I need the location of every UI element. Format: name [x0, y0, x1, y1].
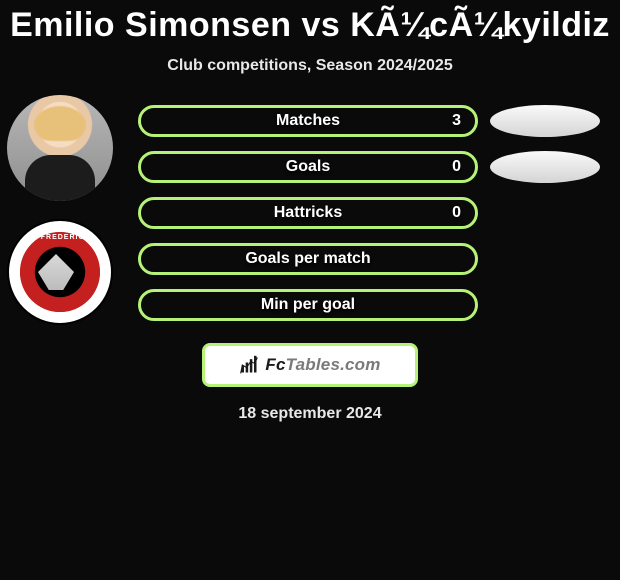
stat-row-matches: Matches 3 — [138, 105, 620, 137]
brand-text: FcTables.com — [265, 355, 380, 375]
stat-row-goals-per-match: Goals per match — [138, 243, 620, 275]
stat-blob — [490, 105, 600, 137]
bar-chart-icon — [239, 355, 259, 375]
date-text: 18 september 2024 — [0, 405, 620, 423]
stat-value: 0 — [452, 204, 461, 222]
stat-label: Goals — [286, 158, 330, 176]
comparison-panel: FC FREDERICIA Matches 3 Goals 0 Hattrick… — [0, 105, 620, 321]
stat-label: Goals per match — [245, 250, 370, 268]
stat-row-hattricks: Hattricks 0 — [138, 197, 620, 229]
club-badge-inner: FC FREDERICIA — [20, 232, 100, 312]
stat-pill: Hattricks 0 — [138, 197, 478, 229]
page-title: Emilio Simonsen vs KÃ¼cÃ¼kyildiz — [0, 0, 620, 45]
stat-pill: Goals per match — [138, 243, 478, 275]
stat-rows: Matches 3 Goals 0 Hattricks 0 Goals per … — [138, 105, 620, 321]
brand-badge: FcTables.com — [202, 343, 418, 387]
brand-prefix: Fc — [265, 355, 285, 374]
stat-label: Matches — [276, 112, 340, 130]
club-badge-text: FC FREDERICIA — [20, 234, 100, 241]
player-avatar — [7, 95, 113, 201]
club-badge: FC FREDERICIA — [7, 219, 113, 325]
stat-pill: Goals 0 — [138, 151, 478, 183]
subtitle: Club competitions, Season 2024/2025 — [0, 57, 620, 75]
stat-value: 0 — [452, 158, 461, 176]
stat-pill: Matches 3 — [138, 105, 478, 137]
stat-blob — [490, 151, 600, 183]
stat-label: Min per goal — [261, 296, 355, 314]
stat-value: 3 — [452, 112, 461, 130]
brand-suffix: Tables.com — [286, 355, 381, 374]
stat-pill: Min per goal — [138, 289, 478, 321]
avatar-stack: FC FREDERICIA — [7, 95, 113, 325]
stat-row-min-per-goal: Min per goal — [138, 289, 620, 321]
stat-label: Hattricks — [274, 204, 342, 222]
stat-row-goals: Goals 0 — [138, 151, 620, 183]
